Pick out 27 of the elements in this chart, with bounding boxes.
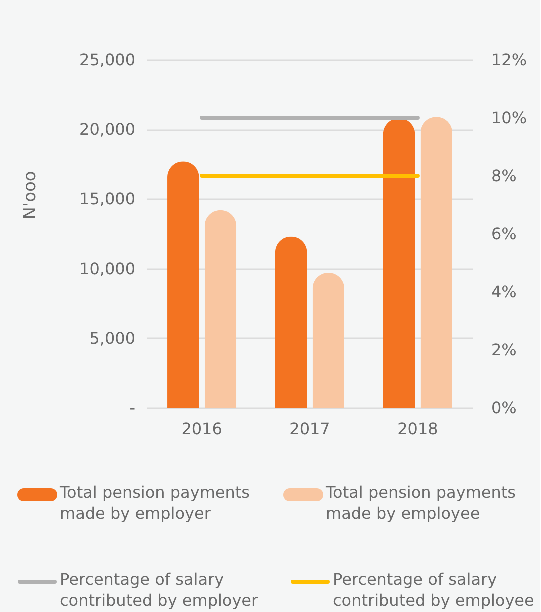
y-tick-label: 25,000 [80, 50, 136, 70]
x-tick-label: 2018 [398, 420, 438, 438]
y-tick-label: 10,000 [80, 259, 136, 278]
y2-tick-label: 10% [492, 108, 528, 128]
y-tick-label: 5,000 [90, 328, 136, 348]
y2-tick-label: 6% [492, 224, 517, 244]
y-axis-title: N'ooo [20, 171, 41, 220]
legend-label: Total pension payments made by employer [59, 483, 250, 523]
x-tick-label: 2016 [182, 420, 222, 438]
y-tick-label: - [130, 398, 136, 418]
bar [383, 118, 416, 408]
x-tick-label: 2017 [290, 420, 330, 438]
y2-tick-label: 8% [492, 166, 517, 186]
legend-label: Percentage of salary contributed by employer [60, 570, 259, 610]
y2-tick-label: 12% [492, 50, 528, 70]
y2-tick-label: 2% [492, 340, 517, 360]
bar [204, 210, 237, 408]
y2-tick-label: 4% [492, 282, 517, 302]
y-tick-label: 15,000 [80, 190, 136, 209]
y-tick-label: 20,000 [80, 120, 136, 140]
bar [275, 236, 308, 408]
bar [420, 117, 452, 408]
bar [168, 162, 200, 408]
bar [312, 272, 345, 408]
legend-label: Percentage of salary contributed by employee [333, 570, 534, 610]
legend-label: Total pension payments made by employee [325, 483, 516, 523]
y2-tick-label: 0% [492, 398, 517, 418]
